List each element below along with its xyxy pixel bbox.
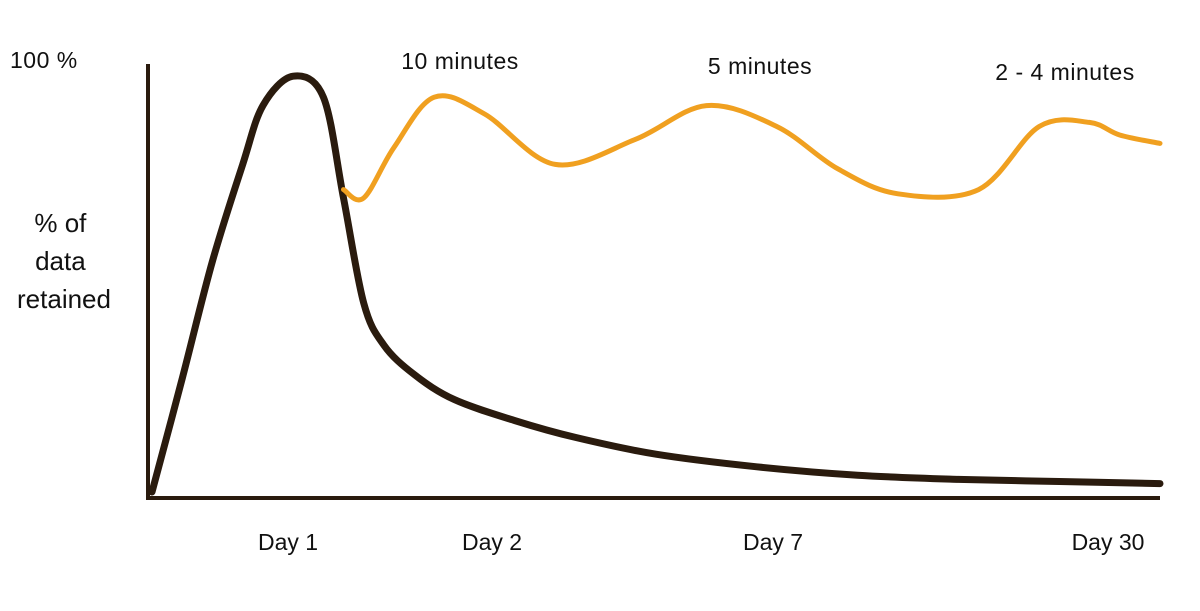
retention-curve-with-review xyxy=(341,93,1163,203)
x-tick-label-day-7: Day 7 xyxy=(743,529,803,555)
annotation-10-minutes: 10 minutes xyxy=(401,48,519,74)
x-tick-label-day-1: Day 1 xyxy=(258,529,318,555)
y-axis-label-line-3: retained xyxy=(17,284,111,314)
y-top-label: 100 % xyxy=(10,47,78,73)
retention-curve-no-review xyxy=(148,72,1164,496)
y-axis-label-line-2: data xyxy=(35,246,86,276)
y-axis-label: % of data retained xyxy=(17,208,111,314)
x-tick-label-day-30: Day 30 xyxy=(1072,529,1145,555)
annotation-5-minutes: 5 minutes xyxy=(708,53,812,79)
x-tick-label-day-2: Day 2 xyxy=(462,529,522,555)
annotation-2-4-minutes: 2 - 4 minutes xyxy=(995,59,1134,85)
y-axis-label-line-1: % of xyxy=(34,208,87,238)
